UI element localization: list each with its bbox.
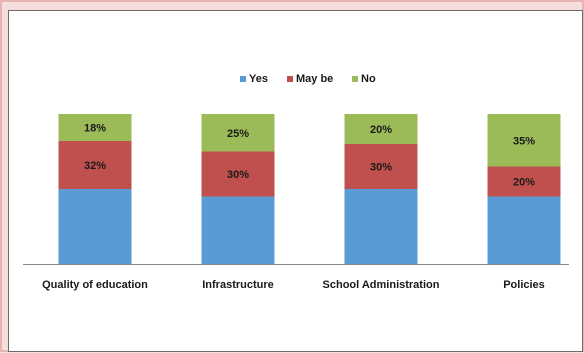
bar-policies-may-be	[487, 166, 561, 197]
bar-school-administration-no	[344, 114, 418, 144]
legend-swatch-no	[352, 76, 358, 82]
x-tick-labels: Quality of education Infrastructure School…	[42, 279, 545, 291]
data-label-infrastructure-no: 25%	[227, 128, 249, 140]
data-label-policies-no: 35%	[513, 135, 535, 147]
legend-label-yes: Yes	[249, 73, 268, 85]
bar-school-administration-yes	[344, 189, 418, 264]
bar-quality-of-education-no	[58, 114, 132, 141]
data-label-infrastructure-may-be: 30%	[227, 169, 249, 181]
x-tick-label-infrastructure: Infrastructure	[202, 279, 274, 291]
x-tick-label-quality-of-education: Quality of education	[42, 279, 148, 291]
chart-card: Yes May be No 32% 18% 30% 25% 30% 20% 20% 35% Qua…	[8, 10, 583, 352]
data-label-school-administration-no: 20%	[370, 124, 392, 136]
data-label-quality-of-education-no: 18%	[84, 123, 106, 135]
bar-school-administration-may-be	[344, 144, 418, 189]
legend-swatch-may-be	[287, 76, 293, 82]
bar-infrastructure-may-be	[201, 151, 275, 197]
x-tick-label-policies: Policies	[503, 279, 545, 291]
bar-policies-no	[487, 114, 561, 167]
data-label-school-administration-may-be: 30%	[370, 162, 392, 174]
legend-swatch-yes	[240, 76, 246, 82]
bar-policies-yes	[487, 196, 561, 264]
legend-item-may-be: May be	[287, 73, 333, 85]
data-label-quality-of-education-may-be: 32%	[84, 160, 106, 172]
legend-item-yes: Yes	[240, 73, 268, 85]
legend: Yes May be No	[240, 73, 376, 85]
bars: 32% 18% 30% 25% 30% 20% 20% 35%	[58, 114, 561, 264]
legend-item-no: No	[352, 73, 376, 85]
stacked-bar-chart: Yes May be No 32% 18% 30% 25% 30% 20% 20% 35% Qua…	[23, 73, 569, 291]
legend-label-may-be: May be	[296, 73, 333, 85]
data-label-policies-may-be: 20%	[513, 177, 535, 189]
bar-infrastructure-no	[201, 114, 275, 152]
bar-quality-of-education-may-be	[58, 141, 132, 189]
legend-label-no: No	[361, 73, 376, 85]
x-tick-label-school-administration: School Administration	[323, 279, 440, 291]
bar-infrastructure-yes	[201, 196, 275, 264]
bar-quality-of-education-yes	[58, 189, 132, 264]
